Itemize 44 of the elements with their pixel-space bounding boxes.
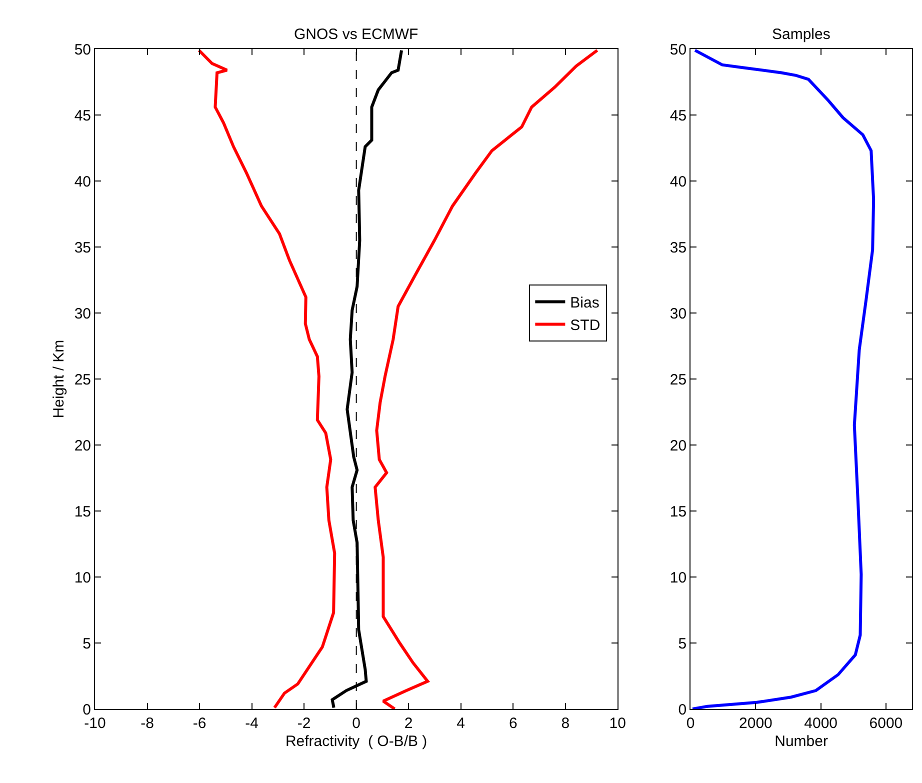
y-tick-label: 50 (74, 41, 91, 58)
x-tick-label: 8 (561, 715, 570, 732)
legend-label: Bias (570, 294, 600, 312)
y-tick-label: 20 (670, 437, 687, 454)
x-tick-label: 6000 (869, 715, 903, 732)
y-tick-label: 5 (82, 635, 91, 652)
y-tick-label: 45 (74, 107, 91, 124)
x-tick-label: -8 (140, 715, 154, 732)
x-tick-label: 10 (609, 715, 626, 732)
x-tick-label: 6 (508, 715, 518, 732)
y-tick-label: 40 (74, 173, 91, 190)
chart-title: GNOS vs ECMWF (294, 26, 418, 43)
y-tick-label: 20 (74, 437, 91, 454)
line-series (374, 49, 599, 709)
x-tick-label: 4 (456, 715, 466, 732)
x-axis-title: Number (774, 733, 828, 750)
x-axis-title: Refractivity ( O-B/B ) (285, 733, 428, 750)
x-tick-label: 4000 (804, 715, 838, 732)
line-series (691, 49, 876, 709)
x-tick-label: -4 (245, 715, 258, 732)
y-tick-label: 40 (670, 173, 687, 190)
y-tick-label: 30 (670, 305, 687, 322)
y-tick-label: 50 (670, 41, 687, 58)
y-tick-label: 10 (74, 569, 91, 586)
x-tick-label: -6 (192, 715, 206, 732)
y-tick-label: 25 (670, 371, 687, 388)
y-tick-label: 35 (670, 239, 687, 256)
x-tick-label: 2000 (739, 715, 772, 732)
y-tick-label: 0 (678, 701, 687, 718)
y-tick-label: 35 (74, 239, 91, 256)
y-axis-title: Height / Km (50, 340, 68, 418)
y-tick-label: 15 (670, 503, 687, 520)
y-tick-label: 15 (74, 503, 91, 520)
y-tick-label: 10 (670, 569, 687, 586)
x-tick-label: -2 (297, 715, 311, 732)
y-tick-label: 5 (678, 635, 687, 652)
y-tick-label: 25 (74, 371, 91, 388)
y-tick-label: 30 (74, 305, 91, 322)
x-tick-label: 0 (352, 715, 360, 732)
x-tick-label: 2 (404, 715, 413, 732)
y-tick-label: 45 (670, 107, 687, 124)
legend-label: STD (570, 317, 600, 334)
chart-title: Samples (772, 26, 830, 43)
line-series (198, 49, 336, 709)
